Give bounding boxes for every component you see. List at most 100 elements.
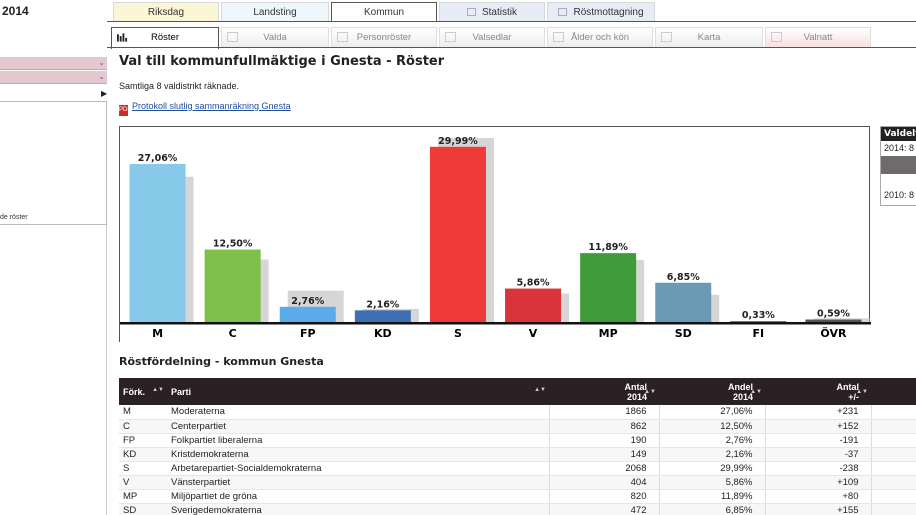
party-name-cell: Vänsterpartiet — [167, 475, 549, 490]
category-label: MP — [599, 327, 618, 340]
change-cell: +109 — [764, 475, 871, 490]
polling-station-icon — [558, 8, 568, 16]
bar-övr[interactable] — [805, 319, 862, 323]
bar-fp[interactable] — [279, 306, 336, 323]
votes-cell: 190 — [548, 433, 659, 448]
bar-value-label: 0,59% — [817, 309, 850, 320]
bar-s[interactable] — [429, 146, 486, 323]
party-name-cell: Kristdemokraterna — [167, 447, 549, 462]
share-cell: 11,89% — [658, 489, 765, 504]
change-cell: +152 — [764, 419, 871, 434]
people-icon — [553, 32, 564, 42]
tab-rostmottagning-label: Röstmottagning — [573, 7, 644, 18]
subtab-personroster-label: Personröster — [356, 32, 412, 43]
votes-cell: 820 — [548, 489, 659, 504]
protokoll-link[interactable]: Protokoll slutlig sammanräkning Gnesta — [132, 101, 291, 111]
bar-kd[interactable] — [354, 310, 411, 323]
tab-rostmottagning[interactable]: Röstmottagning — [547, 2, 655, 21]
votes-cell: 862 — [548, 419, 659, 434]
extra-cell — [870, 503, 916, 515]
x-axis-band — [120, 323, 871, 343]
extra-cell — [870, 489, 916, 504]
bar-value-label: 2,16% — [366, 299, 399, 310]
statistics-icon — [466, 8, 476, 16]
party-name-cell: Miljöpartiet de gröna — [167, 489, 549, 504]
col-header-change[interactable]: Antal +/- ▲▼ — [765, 378, 871, 405]
chevron-down-icon: ⌄ — [98, 58, 105, 67]
table-row: MP Miljöpartiet de gröna 820 11,89% +80 — [119, 489, 916, 504]
col-share-label: Andel — [727, 381, 753, 392]
bar-chart-icon — [117, 33, 128, 42]
valdeltagande-bar — [881, 156, 916, 174]
share-cell: 12,50% — [658, 419, 765, 434]
bar-value-label: 27,06% — [138, 153, 178, 164]
party-name-cell: Moderaterna — [167, 405, 549, 420]
bar-sd[interactable] — [655, 282, 712, 323]
expand-arrow-icon[interactable]: ▶ — [101, 89, 108, 98]
party-name-cell: Folkpartiet liberalerna — [167, 433, 549, 448]
tab-statistik[interactable]: Statistik — [439, 2, 545, 21]
col-change-label: Antal — [836, 381, 860, 392]
ballot-icon — [445, 32, 456, 42]
bar-mp[interactable] — [580, 253, 637, 323]
votes-cell: 1866 — [548, 405, 659, 420]
top-tabs-divider — [107, 21, 916, 22]
protokoll-row: PDFProtokoll slutlig sammanräkning Gnest… — [119, 101, 291, 116]
chevron-down-icon: ⌄ — [98, 72, 105, 81]
party-abbr-cell: KD — [119, 447, 167, 462]
party-abbr-cell: FP — [119, 433, 167, 448]
bar-value-label: 2,76% — [291, 296, 324, 307]
col-votes-year: 2014 — [626, 391, 647, 402]
party-abbr-cell: V — [119, 475, 167, 490]
col-abbr-label: Förk. — [123, 386, 146, 397]
subtab-roster[interactable]: Röster — [111, 27, 219, 49]
col-change-sub: +/- — [848, 391, 859, 402]
subtab-personroster[interactable]: Personröster — [331, 27, 437, 48]
bar-c[interactable] — [204, 249, 261, 323]
subtab-karta[interactable]: Karta — [655, 27, 763, 48]
subtab-valsedlar[interactable]: Valsedlar — [439, 27, 545, 48]
election-year: 2014 — [2, 4, 29, 18]
municipality-select[interactable]: ⌄ — [0, 71, 107, 84]
party-abbr-cell: S — [119, 461, 167, 476]
col-header-party[interactable]: Parti ▲▼ — [167, 378, 549, 405]
tab-riksdag[interactable]: Riksdag — [113, 2, 219, 21]
bar-value-label: 5,86% — [517, 278, 550, 289]
side-panel: de röster — [0, 101, 107, 225]
table-row: S Arbetarepartiet-Socialdemokraterna 2068 2… — [119, 461, 916, 476]
valdeltagande-spacer — [881, 174, 916, 188]
bar-value-label: 12,50% — [213, 239, 253, 250]
change-cell: +155 — [764, 503, 871, 515]
side-panel-text: de röster — [0, 214, 28, 221]
tab-landsting[interactable]: Landsting — [221, 2, 329, 21]
subtab-valda-label: Valda — [263, 32, 287, 43]
subtab-alder-och-kon[interactable]: Ålder och kön — [547, 27, 653, 48]
party-name-cell: Arbetarepartiet-Socialdemokraterna — [167, 461, 549, 476]
party-abbr-cell: M — [119, 405, 167, 420]
sort-icon: ▲▼ — [534, 387, 546, 393]
party-abbr-cell: C — [119, 419, 167, 434]
area-select[interactable]: ⌄ — [0, 57, 107, 70]
subtab-valda[interactable]: Valda — [221, 27, 329, 48]
col-header-extra — [871, 378, 916, 405]
col-header-abbr[interactable]: Förk. ▲▼ — [119, 378, 167, 405]
subtab-roster-label: Röster — [151, 32, 179, 43]
bar-m[interactable] — [129, 164, 186, 323]
bar-chart-icon — [771, 32, 782, 42]
col-header-share[interactable]: Andel 2014 ▲▼ — [659, 378, 765, 405]
sort-icon: ▲▼ — [750, 389, 762, 395]
category-label: V — [529, 327, 538, 340]
col-header-votes[interactable]: Antal 2014 ▲▼ — [549, 378, 659, 405]
bar-value-label: 0,33% — [742, 310, 775, 321]
votes-cell: 472 — [548, 503, 659, 515]
extra-cell — [870, 419, 916, 434]
change-cell: +80 — [764, 489, 871, 504]
subtab-valsedlar-label: Valsedlar — [472, 32, 512, 43]
tab-kommun[interactable]: Kommun — [331, 2, 437, 22]
share-cell: 27,06% — [658, 405, 765, 420]
votes-cell: 2068 — [548, 461, 659, 476]
category-label: FI — [753, 327, 765, 340]
bar-v[interactable] — [505, 288, 562, 323]
extra-cell — [870, 461, 916, 476]
subtab-valnatt[interactable]: Valnatt — [765, 27, 871, 48]
